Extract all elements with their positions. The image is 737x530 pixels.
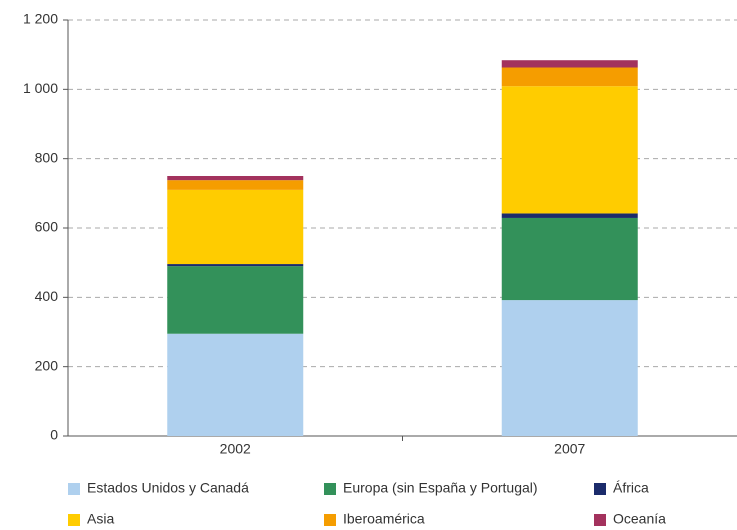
legend-label: Iberoamérica bbox=[343, 511, 425, 527]
bar-segment bbox=[501, 86, 638, 214]
legend-swatch bbox=[68, 514, 80, 526]
x-tick-label: 2007 bbox=[554, 441, 585, 457]
y-tick-label: 200 bbox=[35, 357, 59, 373]
bar-segment bbox=[167, 266, 304, 334]
y-tick-label: 800 bbox=[35, 149, 59, 165]
bar-segment bbox=[167, 333, 304, 436]
legend-swatch bbox=[68, 483, 80, 495]
legend-swatch bbox=[594, 514, 606, 526]
bar-segment bbox=[501, 300, 638, 436]
legend-swatch bbox=[324, 514, 336, 526]
bar-segment bbox=[501, 60, 638, 68]
legend-label: Asia bbox=[87, 511, 114, 527]
bar-segment bbox=[167, 176, 304, 181]
x-tick-label: 2002 bbox=[220, 441, 251, 457]
legend-label: Oceanía bbox=[613, 511, 666, 527]
bar-segment bbox=[167, 189, 304, 265]
legend-label: Estados Unidos y Canadá bbox=[87, 480, 249, 496]
y-tick-label: 0 bbox=[50, 427, 58, 443]
bar-segment bbox=[501, 217, 638, 301]
y-tick-label: 600 bbox=[35, 219, 59, 235]
legend-swatch bbox=[594, 483, 606, 495]
y-tick-label: 1 000 bbox=[23, 80, 58, 96]
legend-label: Europa (sin España y Portugal) bbox=[343, 480, 538, 496]
y-tick-label: 400 bbox=[35, 288, 59, 304]
bar-segment bbox=[501, 67, 638, 87]
bar-segment bbox=[167, 264, 304, 267]
bar-segment bbox=[167, 180, 304, 190]
y-tick-label: 1 200 bbox=[23, 11, 58, 27]
legend-label: África bbox=[613, 480, 649, 496]
bar-segment bbox=[501, 213, 638, 218]
legend-swatch bbox=[324, 483, 336, 495]
